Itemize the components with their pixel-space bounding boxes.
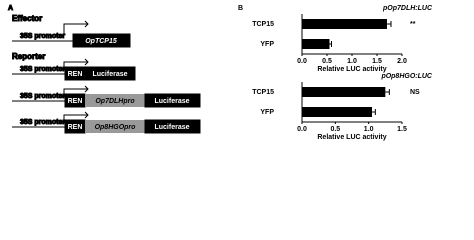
luc-box <box>84 66 136 81</box>
chart-title: pOp7DLH:LUC <box>382 5 433 12</box>
x-tick-label: 1.0 <box>364 126 374 133</box>
promoter-label: 35S promoter <box>20 33 65 40</box>
x-tick-label: 0.5 <box>322 58 332 65</box>
error-bar <box>372 109 376 115</box>
promoter-arrow <box>63 20 89 35</box>
x-tick-label: 0.0 <box>297 58 307 65</box>
ren-label: REN <box>68 98 83 105</box>
heading: Reporter <box>12 52 45 61</box>
promoter-label: 35S promoter <box>20 66 65 73</box>
error-bar <box>329 41 332 47</box>
luc-label: Luciferase <box>154 98 189 105</box>
bar <box>302 19 387 29</box>
x-tick-label: 1.0 <box>347 58 357 65</box>
gene-label: OpTCP15 <box>85 38 117 45</box>
x-tick-label: 1.5 <box>372 58 382 65</box>
x-tick-label: 2.0 <box>397 58 407 65</box>
gene-box <box>72 33 131 48</box>
pro-label: Op7DLHpro <box>95 98 135 105</box>
x-axis-label: Relative LUC activity <box>317 134 386 141</box>
y-tick-label: YFP <box>260 109 274 116</box>
x-axis-label: Relative LUC activity <box>317 66 386 73</box>
ren-label: REN <box>68 124 83 131</box>
significance: NS <box>410 89 420 96</box>
figure: A Effector 35S promoter OpTCP15 Reporter… <box>8 4 433 141</box>
bar <box>302 107 372 117</box>
error-bar <box>387 21 392 27</box>
luc-box <box>144 119 201 134</box>
error-bar <box>385 89 390 95</box>
heading: Effector <box>12 14 42 23</box>
x-tick-label: 0.0 <box>297 126 307 133</box>
luc-label: Luciferase <box>154 124 189 131</box>
promoter-arrow <box>63 111 89 123</box>
x-tick-label: 0.5 <box>330 126 340 133</box>
significance: ** <box>410 21 416 28</box>
bar <box>302 39 330 49</box>
pro-label: Op8HGOpro <box>95 124 137 131</box>
pro-box <box>85 94 145 107</box>
chart-title: pOp8HGO:LUC <box>380 73 432 80</box>
promoter-label: 35S promoter <box>20 119 65 126</box>
promoter-arrow <box>63 58 89 70</box>
y-tick-label: TCP15 <box>252 89 274 96</box>
bar <box>302 87 386 97</box>
promoter-label: 35S promoter <box>20 93 65 100</box>
y-tick-label: YFP <box>260 41 274 48</box>
panel-label: A <box>8 5 13 12</box>
x-tick-label: 1.5 <box>397 126 407 133</box>
promoter-arrow <box>63 85 89 97</box>
pro-box <box>85 120 145 133</box>
y-tick-label: TCP15 <box>252 21 274 28</box>
luc-box <box>144 93 201 108</box>
panel-a: A Effector 35S promoter OpTCP15 Reporter… <box>8 4 201 134</box>
panel-label: B <box>238 5 243 12</box>
luc-label: Luciferase <box>92 71 127 78</box>
ren-label: REN <box>68 71 83 78</box>
